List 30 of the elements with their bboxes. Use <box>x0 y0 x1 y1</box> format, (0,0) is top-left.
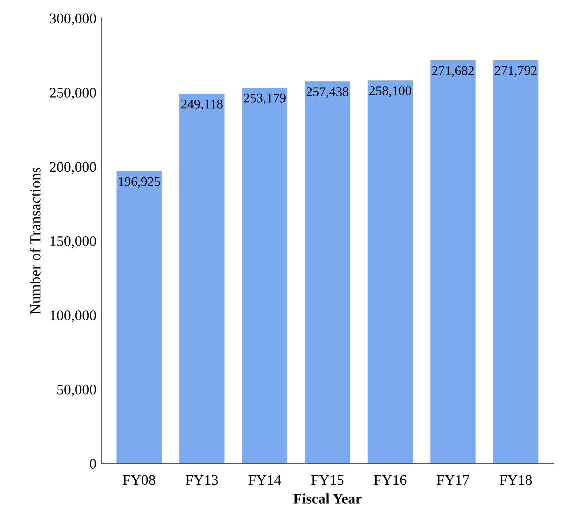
bar <box>430 60 476 464</box>
x-axis-title: Fiscal Year <box>294 494 362 504</box>
y-tick-label: 100,000 <box>50 310 96 323</box>
y-axis-title: Number of Transactions <box>30 168 41 315</box>
data-label: 249,118 <box>182 100 223 111</box>
data-label: 196,925 <box>119 177 160 188</box>
y-tick-label: 250,000 <box>50 88 96 100</box>
data-label: 257,438 <box>306 88 349 98</box>
x-tick-label: FY15 <box>312 475 344 486</box>
y-tick-label: 200,000 <box>50 162 96 174</box>
x-tick-label: FY17 <box>437 475 470 485</box>
bar <box>180 94 225 464</box>
x-tick-label: FY13 <box>186 475 218 486</box>
y-tick-label: 150,000 <box>50 236 96 248</box>
x-tick-label: FY08 <box>123 475 156 486</box>
data-label: 253,179 <box>244 94 286 105</box>
y-tick-label: 0 <box>90 459 96 469</box>
x-tick-label: FY16 <box>374 475 407 486</box>
bar <box>242 88 288 464</box>
bar <box>368 80 414 464</box>
bar <box>493 60 539 464</box>
data-label: 271,682 <box>432 66 474 78</box>
bar <box>305 82 350 464</box>
data-label: 258,100 <box>370 86 412 98</box>
data-label: 271,792 <box>495 66 537 78</box>
y-tick-label: 300,000 <box>50 14 96 26</box>
bar <box>116 171 162 464</box>
y-tick-label: 50,000 <box>58 384 96 397</box>
x-tick-label: FY14 <box>248 475 282 485</box>
x-tick-label: FY18 <box>500 475 532 486</box>
